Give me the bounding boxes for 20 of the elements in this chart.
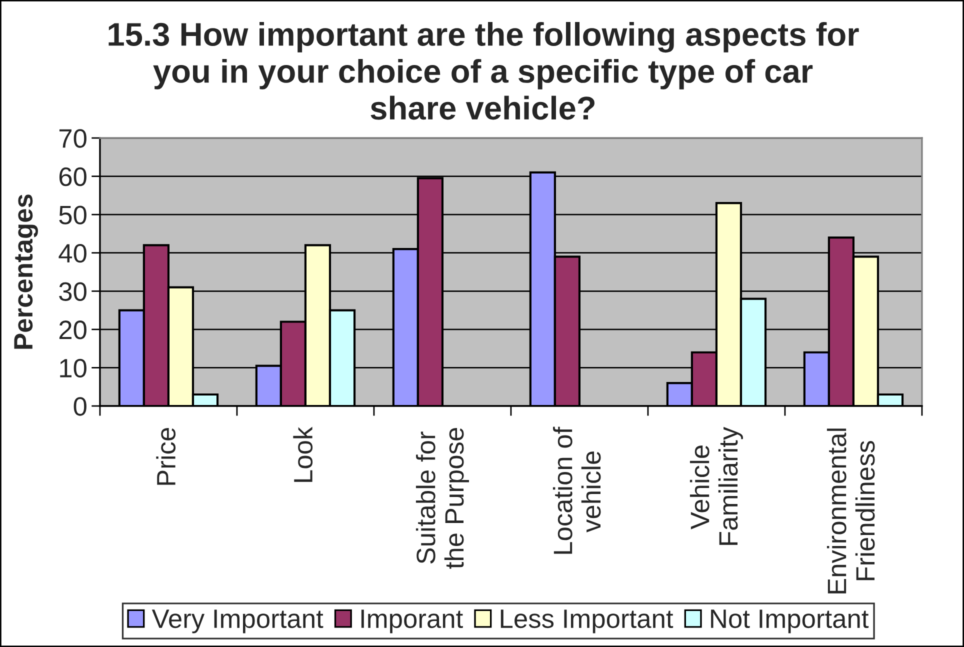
y-axis-title: Percentages bbox=[14, 194, 38, 349]
x-tick-label: Suitable for the Purpose bbox=[416, 428, 469, 569]
x-tick-label: Vehicle Familiarity bbox=[690, 426, 743, 545]
y-tick-label: 0 bbox=[74, 397, 86, 416]
chart-title: 15.3 How important are the following aspects for you in your choice of a specific type of car share vehicle? bbox=[108, 22, 859, 120]
y-tick-label: 50 bbox=[59, 206, 86, 224]
legend-label: Not Important bbox=[711, 610, 869, 634]
legend-label: Less Important bbox=[500, 610, 674, 634]
y-tick-label: 40 bbox=[58, 244, 86, 263]
y-tick-label: 20 bbox=[59, 320, 86, 340]
legend-label: Very Important bbox=[152, 610, 324, 634]
y-tick-label: 70 bbox=[59, 129, 86, 148]
x-tick-label: Environmental Friendliness bbox=[826, 428, 875, 594]
x-tick-label: Look bbox=[293, 426, 313, 482]
y-tick-label: 60 bbox=[59, 167, 86, 186]
y-tick-label: 10 bbox=[60, 358, 86, 378]
legend-label: Imporant bbox=[361, 610, 463, 634]
y-tick-label: 30 bbox=[59, 282, 86, 301]
x-tick-label: Location of vehicle bbox=[552, 426, 601, 554]
x-tick-label: Price bbox=[156, 428, 176, 485]
